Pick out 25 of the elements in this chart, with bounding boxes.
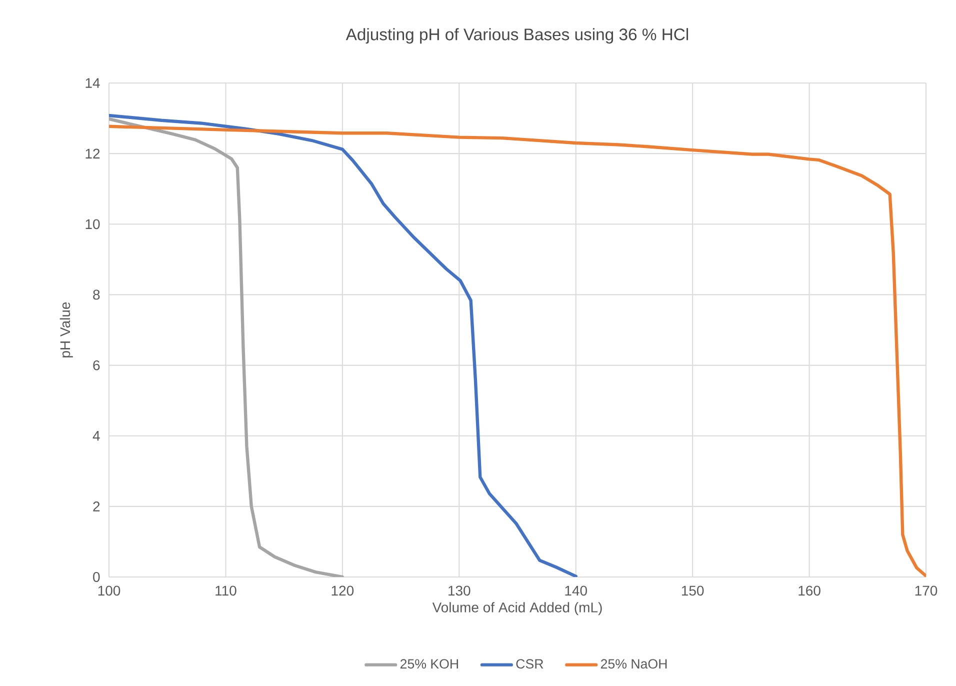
x-tick-label: 150 — [682, 586, 704, 596]
y-tick-label: 8 — [93, 290, 100, 300]
y-tick-label: 4 — [92, 431, 100, 441]
legend-label: 25% KOH — [400, 659, 458, 669]
legend-label: CSR — [516, 659, 544, 669]
line-series — [109, 117, 344, 577]
x-axis-title: Volume of Acid Added (mL) — [432, 602, 602, 616]
chart-title: Adjusting pH of Various Bases using 36 % HCl — [346, 28, 688, 44]
y-tick-label: 12 — [86, 148, 100, 158]
x-tick-label: 170 — [915, 586, 938, 596]
x-tick-label: 130 — [448, 586, 470, 596]
line-series — [109, 124, 926, 577]
y-tick-label: 0 — [93, 572, 100, 582]
y-axis-title: pH Value — [60, 302, 73, 358]
x-tick-label: 140 — [565, 586, 587, 596]
x-tick-label: 160 — [798, 586, 820, 596]
y-tick-label: 14 — [86, 78, 100, 88]
y-tick-label: 2 — [93, 502, 100, 512]
y-tick-label: 10 — [86, 219, 100, 230]
y-tick-label: 6 — [93, 360, 100, 370]
x-tick-label: 120 — [332, 586, 354, 596]
legend-label: 25% NaOH — [600, 659, 667, 669]
line-series — [109, 114, 578, 577]
x-tick-label: 100 — [98, 586, 120, 596]
x-tick-label: 110 — [216, 586, 236, 596]
